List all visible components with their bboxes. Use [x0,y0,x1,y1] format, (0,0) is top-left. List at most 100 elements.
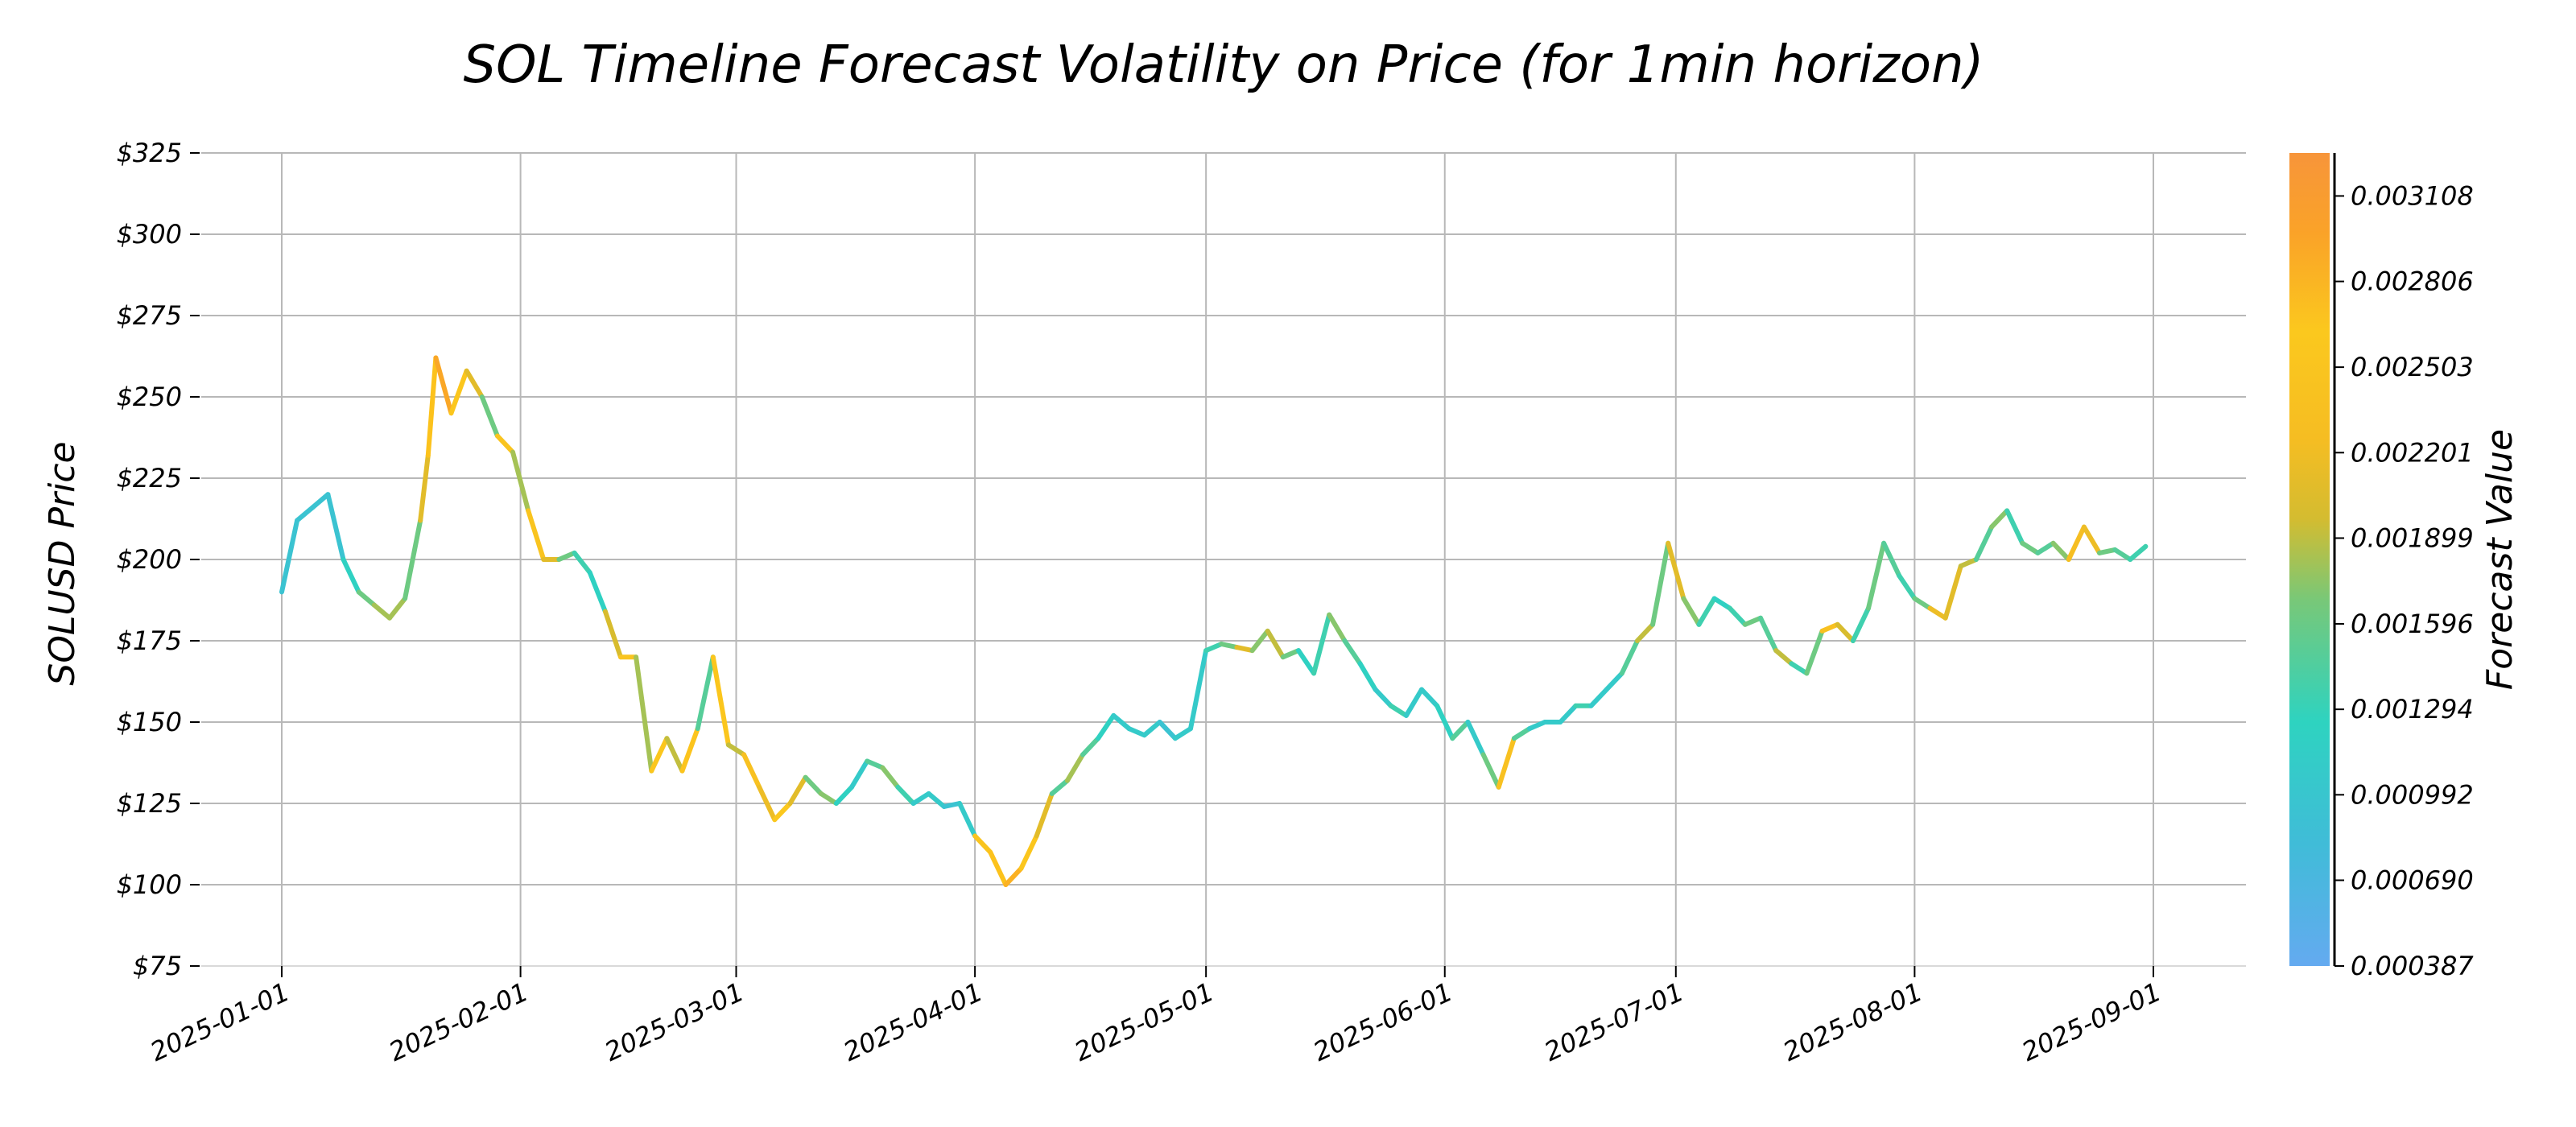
price-segment [1527,720,1548,732]
y-tick-label: $175 [117,625,182,656]
price-segment [1866,540,1887,611]
colorbar-tick-label: 0.000992 [2351,779,2474,810]
price-segment [695,654,716,732]
y-tick-label: $275 [117,300,182,331]
price-segment [464,368,485,399]
price-segment [1111,712,1132,732]
price-segment [1912,596,1933,611]
price-segment [972,833,993,855]
price-segment [1327,612,1348,643]
price-segment [941,801,962,809]
price-segment [1172,726,1193,741]
price-segment [1742,615,1763,627]
x-tick-label: 2025-09-01 [2017,976,2166,1067]
price-segment [1388,703,1409,718]
grid [201,152,2246,967]
price-segment [1157,720,1178,741]
price-segment [510,449,531,514]
price-segment [2097,547,2118,555]
price-segment [1711,596,1732,611]
colorbar-label: Forecast Value [2479,429,2520,690]
x-tick-label: 2025-04-01 [839,976,988,1067]
y-tick-label: $200 [117,544,182,575]
price-segment [1249,628,1270,654]
colorbar-tick-label: 0.002806 [2351,266,2474,297]
colorbar-tick-label: 0.001294 [2351,694,2474,724]
price-segment [1758,615,1779,654]
price-segment [1804,628,1825,676]
price-segment [1897,573,1918,601]
price-segment [1064,752,1086,783]
price-segment [865,758,886,770]
price-segment [572,550,592,576]
price-segment [1203,642,1224,654]
price-segment [2004,508,2025,546]
x-tick-label: 2025-01-01 [146,976,295,1067]
price-segment [1604,671,1624,692]
price-segment [1357,661,1378,692]
price-segment [803,774,824,796]
colorbar [2289,153,2330,966]
price-segment [1835,621,1856,643]
price-segment [1450,720,1471,741]
price-segment [1619,638,1640,676]
price-segment [833,784,854,806]
price-segment [895,784,916,806]
price-segment [1126,726,1147,738]
price-segment [1850,605,1871,643]
price-segment [1773,648,1794,667]
price-segment [448,368,469,416]
price-segment [1419,687,1440,708]
y-tick-label: $325 [117,138,182,168]
price-segment [1373,687,1393,708]
price-segment [2035,540,2056,555]
chart-title: SOL Timeline Forecast Volatility on Pric… [463,35,1984,95]
colorbar-tick-label: 0.002201 [2351,437,2474,468]
price-segment [526,508,547,562]
price-segment [818,791,839,806]
y-tick-label: $75 [133,951,182,981]
x-tick-label: 2025-02-01 [384,976,533,1067]
price-segment [1265,628,1286,660]
price-segment [1342,638,1363,667]
price-segment [1141,720,1162,738]
price-segment [710,654,731,748]
price-segment [425,355,439,458]
price-segment [725,742,747,758]
price-segment [1511,726,1532,741]
x-axis-ticks: 2025-01-01 2025-02-01 2025-03-01 2025-04-01… [146,966,2166,1067]
colorbar-tick-label: 0.000690 [2351,865,2474,895]
price-segment [1435,703,1455,741]
colorbar-tick-label: 0.001596 [2351,609,2474,639]
price-segment [1681,596,1702,627]
price-segment [341,557,361,595]
price-segment [1973,524,1995,562]
x-tick-label: 2025-03-01 [600,976,749,1067]
price-segment [849,758,870,790]
price-segment [1666,540,1686,601]
price-segment [402,518,423,601]
price-segment [679,726,700,774]
colorbar-tick-label: 0.001899 [2351,522,2474,553]
price-segment [880,765,901,790]
x-tick-label: 2025-07-01 [1540,976,1689,1067]
price-segment [602,609,623,660]
price-segment [634,654,654,774]
price-segment [988,849,1009,887]
price-segment [757,784,778,823]
price-segment [1942,564,1963,621]
price-segment [1588,687,1609,708]
price-segment [1727,605,1748,627]
price-segment [1496,736,1517,790]
price-segment [2066,524,2087,562]
price-segment [587,570,608,614]
price-segment [479,394,500,439]
price-segment [556,550,577,562]
price-segment [1280,648,1301,660]
price-series [279,355,2149,887]
price-segment [1558,703,1579,724]
price-segment [2081,524,2102,555]
price-segment [1650,540,1671,627]
price-segment [1465,720,1486,758]
